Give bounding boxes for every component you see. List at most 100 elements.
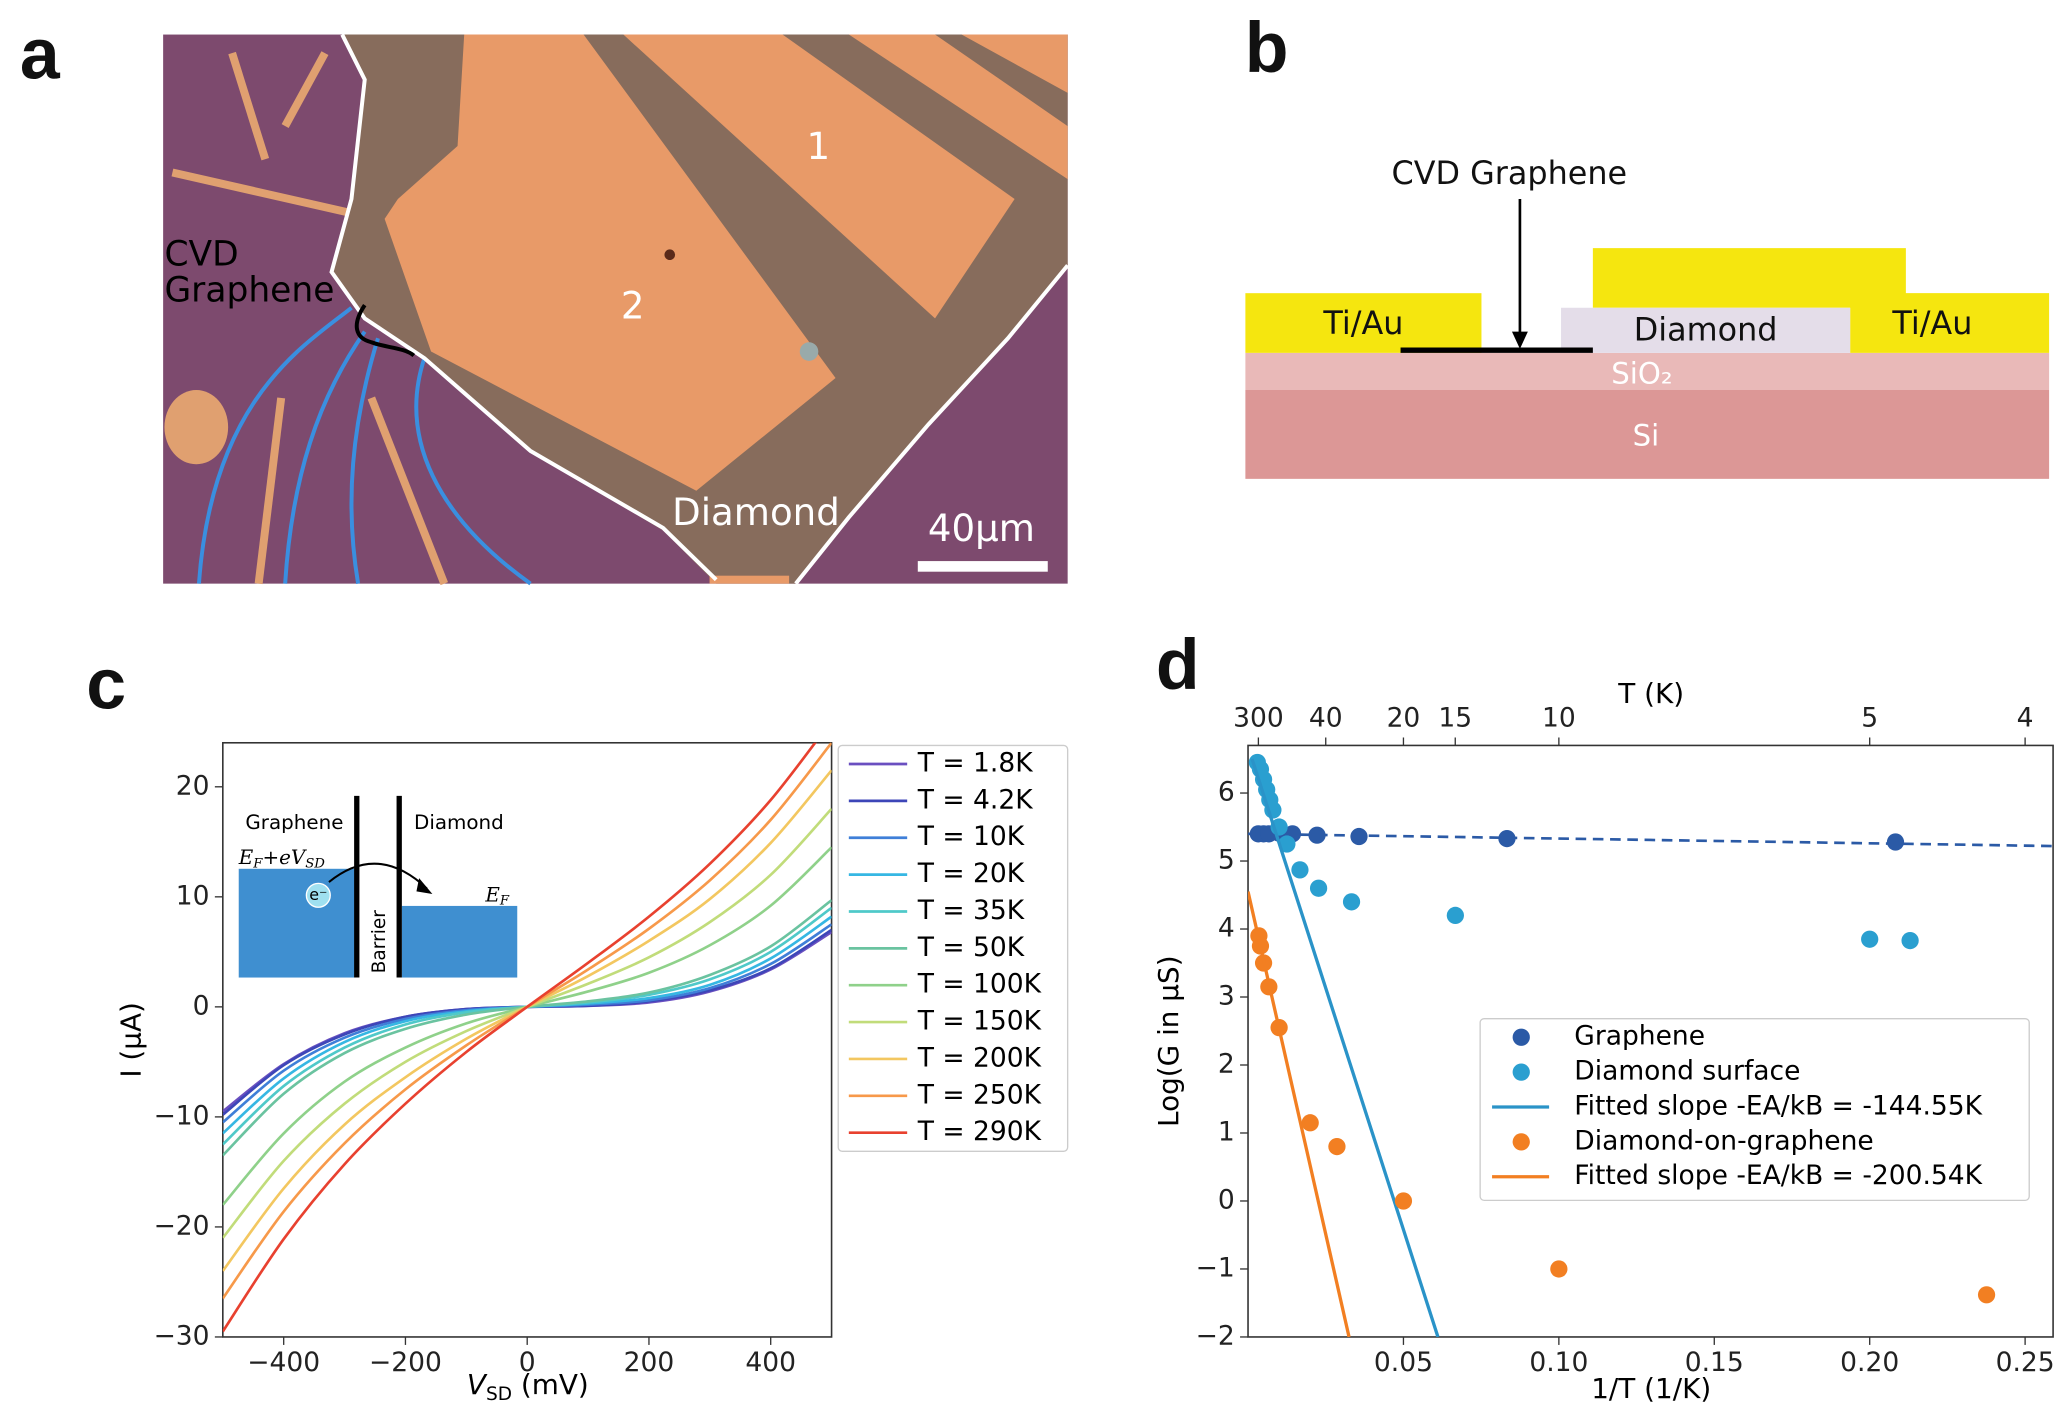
level-part: F xyxy=(499,893,510,908)
scale-bar xyxy=(917,561,1048,572)
inset-label: e⁻ xyxy=(309,885,327,904)
diamond-layer xyxy=(1561,307,1851,353)
electrode xyxy=(384,34,836,491)
si-layer xyxy=(1245,389,2050,479)
legend-label: Diamond surface xyxy=(1574,1056,1800,1087)
y-tick-label: −2 xyxy=(1196,1320,1235,1351)
x2-tick-label: 20 xyxy=(1387,702,1421,733)
panel-label: c xyxy=(86,645,126,725)
y-tick-label: 0 xyxy=(193,990,210,1021)
x2-tick-label: 300 xyxy=(1233,702,1284,733)
legend-label: T = 50K xyxy=(917,932,1025,963)
x-tick-label: 0 xyxy=(519,1347,536,1378)
cvd-label: CVD xyxy=(164,235,238,275)
x-axis-label: 1/T (1/K) xyxy=(1591,1372,1711,1405)
oxide-layer xyxy=(1245,352,2050,390)
x2-tick-label: 4 xyxy=(2017,702,2034,733)
legend-box xyxy=(837,744,1069,1152)
data-point xyxy=(1394,1192,1413,1210)
legend-label: Fitted slope -EA/kB = -200.54K xyxy=(1574,1160,1982,1191)
electron xyxy=(305,882,331,908)
data-point xyxy=(1308,826,1326,844)
plot-area xyxy=(1248,753,2054,1337)
data-point xyxy=(1498,829,1516,848)
micrograph: 1 2 Diamond 40μm CVD Graphene xyxy=(163,33,1070,586)
y-tick-label: −30 xyxy=(154,1320,210,1351)
label-part: (mV) xyxy=(512,1368,589,1401)
data-point xyxy=(1886,833,1905,851)
data-point xyxy=(1309,879,1328,897)
data-point xyxy=(1861,930,1879,948)
diamond-edge xyxy=(794,264,1070,585)
tunnel-arrow xyxy=(328,862,428,890)
data-point xyxy=(1291,861,1309,879)
legend-label: Fitted slope -EA/kB = -144.55K xyxy=(1574,1090,1982,1121)
x-tick-label: 0.05 xyxy=(1374,1347,1433,1378)
spot xyxy=(664,249,676,261)
level-part: F xyxy=(252,856,263,871)
y-axis-label: Log(G in μS) xyxy=(1152,955,1185,1127)
graphene-label: CVD Graphene xyxy=(1392,154,1628,192)
x-tick-label: 0.15 xyxy=(1685,1347,1744,1378)
fit-line xyxy=(1250,758,1440,1337)
data-point xyxy=(1550,1260,1568,1278)
x2-tick-label: 5 xyxy=(1861,702,1878,733)
data-point xyxy=(1977,1286,1996,1304)
y-tick-label: −1 xyxy=(1196,1252,1235,1283)
legend-swatch xyxy=(1512,1133,1530,1151)
inset-label: Barrier xyxy=(369,910,390,974)
x-axis-label: VSD (mV) xyxy=(467,1368,589,1404)
data-point xyxy=(1301,1114,1319,1132)
x2-tick-label: 10 xyxy=(1542,702,1576,733)
label-part: V xyxy=(467,1368,488,1401)
data-point xyxy=(1901,931,1919,950)
graphene-band xyxy=(238,868,356,978)
wires xyxy=(171,51,449,586)
legend-label: T = 150K xyxy=(917,1006,1042,1037)
legend-label: T = 100K xyxy=(917,969,1042,1000)
cvd-label: Graphene xyxy=(164,270,334,310)
y-tick-label: 4 xyxy=(1218,913,1235,944)
y-tick-label: −20 xyxy=(154,1210,210,1241)
inset-label: Graphene xyxy=(245,811,343,834)
y-tick-label: 3 xyxy=(1218,981,1235,1012)
legend-box xyxy=(1479,1017,2030,1202)
legend-label: T = 290K xyxy=(917,1116,1042,1147)
diamond-label: Diamond xyxy=(1634,311,1778,349)
x-tick-label: 0.20 xyxy=(1840,1347,1899,1378)
legend-label: T = 200K xyxy=(917,1042,1042,1073)
oxide-label: SiO₂ xyxy=(1611,356,1672,390)
legend-label: T = 250K xyxy=(917,1079,1042,1110)
y-tick-label: 6 xyxy=(1218,777,1235,808)
y-tick-label: −10 xyxy=(154,1100,210,1131)
y-axis-label: I (μA) xyxy=(115,1002,148,1078)
level-part: SD xyxy=(305,856,325,871)
electrode-label: 1 xyxy=(807,125,831,168)
panel-label: d xyxy=(1156,625,1200,705)
x-tick-label: 0.10 xyxy=(1529,1347,1588,1378)
graphene-outline xyxy=(196,306,532,586)
electrode-label: 2 xyxy=(621,284,645,327)
level-part: E xyxy=(484,883,500,906)
plot-area xyxy=(222,742,832,1333)
inset-level: EF xyxy=(484,883,510,908)
dashed-fit xyxy=(1248,832,2054,848)
x-tick-label: −400 xyxy=(247,1347,320,1378)
x-tick-label: −200 xyxy=(369,1347,442,1378)
contact-label: Ti/Au xyxy=(1891,304,1972,342)
x2-tick-label: 40 xyxy=(1309,702,1343,733)
data-point xyxy=(1446,906,1464,925)
level-part: +eV xyxy=(262,846,307,869)
iv-curve xyxy=(222,742,817,1333)
diamond-band xyxy=(401,905,518,978)
electrode xyxy=(848,34,1068,180)
y-tick-label: 1 xyxy=(1218,1116,1235,1147)
panel-label: b xyxy=(1245,8,1289,88)
legend-swatch xyxy=(1512,1063,1530,1081)
legend-label: Graphene xyxy=(1574,1021,1705,1052)
legend-swatch xyxy=(1512,1028,1530,1046)
plot-frame xyxy=(222,741,833,1338)
tunnel-arrow-head xyxy=(416,878,433,894)
y-tick-label: 0 xyxy=(1218,1184,1235,1215)
